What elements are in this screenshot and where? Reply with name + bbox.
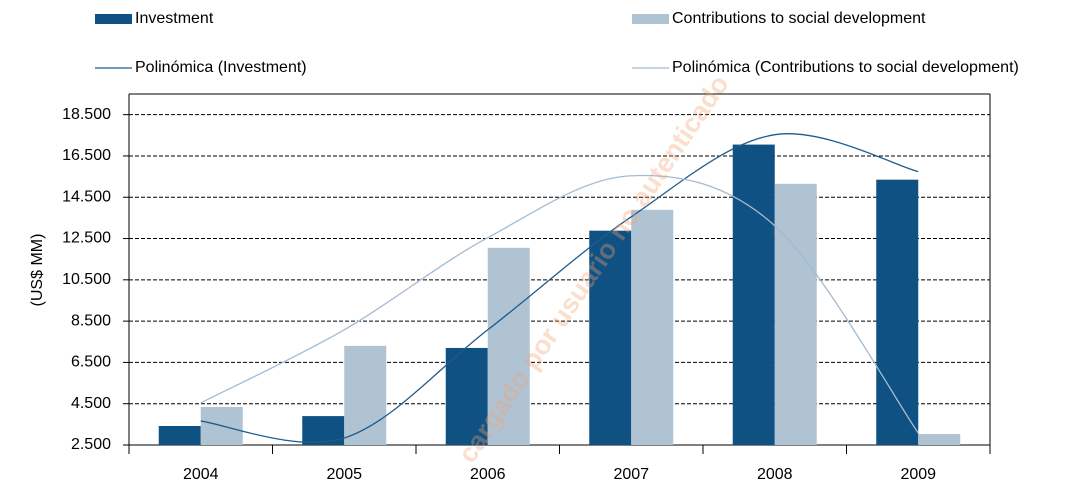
- x-tick-label: 2008: [757, 466, 793, 483]
- y-tick-label: 6.500: [71, 354, 111, 371]
- y-tick-label: 10.500: [62, 271, 111, 288]
- x-tick-label: 2006: [470, 466, 506, 483]
- x-tick-label: 2005: [326, 466, 362, 483]
- bar: [344, 345, 387, 445]
- y-tick-label: 16.500: [62, 147, 111, 164]
- y-axis-label: (US$ MM): [29, 234, 46, 307]
- y-tick-label: 4.500: [71, 395, 111, 412]
- bar: [918, 434, 961, 445]
- bar: [732, 144, 775, 445]
- y-tick-label: 14.500: [62, 188, 111, 205]
- y-tick-label: 8.500: [71, 312, 111, 329]
- trend-line: [200, 133, 919, 443]
- x-tick-label: 2004: [183, 466, 219, 483]
- legend-label: Polinómica (Contributions to social deve…: [672, 59, 1019, 76]
- y-tick-label: 12.500: [62, 230, 111, 247]
- bar: [589, 230, 632, 445]
- bar: [774, 183, 817, 446]
- legend-label: Investment: [135, 10, 214, 27]
- x-tick-label: 2007: [613, 466, 649, 483]
- legend-swatch: [632, 14, 669, 24]
- x-tick-label: 2009: [900, 466, 936, 483]
- bar: [445, 347, 488, 445]
- legend-label: Polinómica (Investment): [135, 59, 307, 76]
- bar: [487, 247, 530, 445]
- bar: [876, 179, 919, 445]
- legend-swatch: [95, 14, 132, 24]
- trend-line: [200, 174, 919, 434]
- legend-label: Contributions to social development: [672, 10, 926, 27]
- bar: [302, 416, 345, 445]
- bar: [631, 209, 674, 445]
- y-tick-label: 18.500: [62, 106, 111, 123]
- bar: [158, 426, 201, 445]
- y-tick-label: 2.500: [71, 436, 111, 453]
